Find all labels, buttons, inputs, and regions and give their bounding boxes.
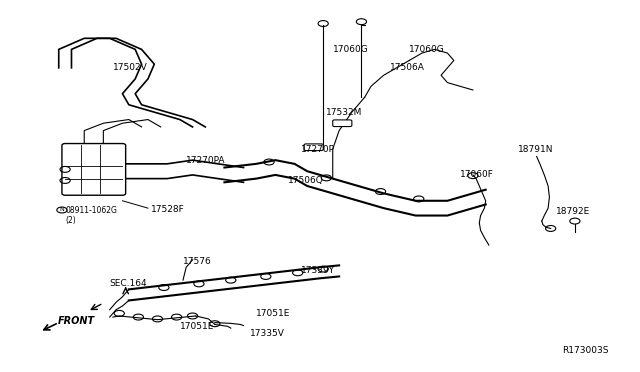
Text: N: N	[60, 208, 64, 212]
Text: 17060F: 17060F	[460, 170, 494, 179]
Text: 18792E: 18792E	[556, 207, 590, 217]
Text: 08911-1062G
(2): 08911-1062G (2)	[65, 206, 117, 225]
Text: 17335V: 17335V	[250, 329, 285, 338]
Text: R173003S: R173003S	[562, 346, 609, 355]
Text: 17532M: 17532M	[326, 108, 363, 117]
Text: 17576: 17576	[183, 257, 212, 266]
Text: FRONT: FRONT	[58, 316, 95, 326]
FancyBboxPatch shape	[304, 144, 323, 151]
Text: SEC.164: SEC.164	[109, 279, 147, 288]
Text: 17270PA: 17270PA	[186, 155, 226, 165]
Text: 17506A: 17506A	[390, 63, 425, 72]
Text: 17051E: 17051E	[180, 322, 214, 331]
FancyBboxPatch shape	[333, 120, 352, 126]
Text: 18791N: 18791N	[518, 145, 553, 154]
Text: 17060G: 17060G	[333, 45, 369, 54]
FancyBboxPatch shape	[62, 144, 125, 195]
Text: 17506Q: 17506Q	[288, 176, 324, 185]
Text: 17051E: 17051E	[256, 309, 291, 318]
Text: 17528F: 17528F	[151, 205, 185, 215]
Text: 17339Y: 17339Y	[301, 266, 335, 275]
Text: 17270P: 17270P	[301, 145, 335, 154]
Text: 17502V: 17502V	[113, 63, 148, 72]
Text: 17060G: 17060G	[409, 45, 445, 54]
